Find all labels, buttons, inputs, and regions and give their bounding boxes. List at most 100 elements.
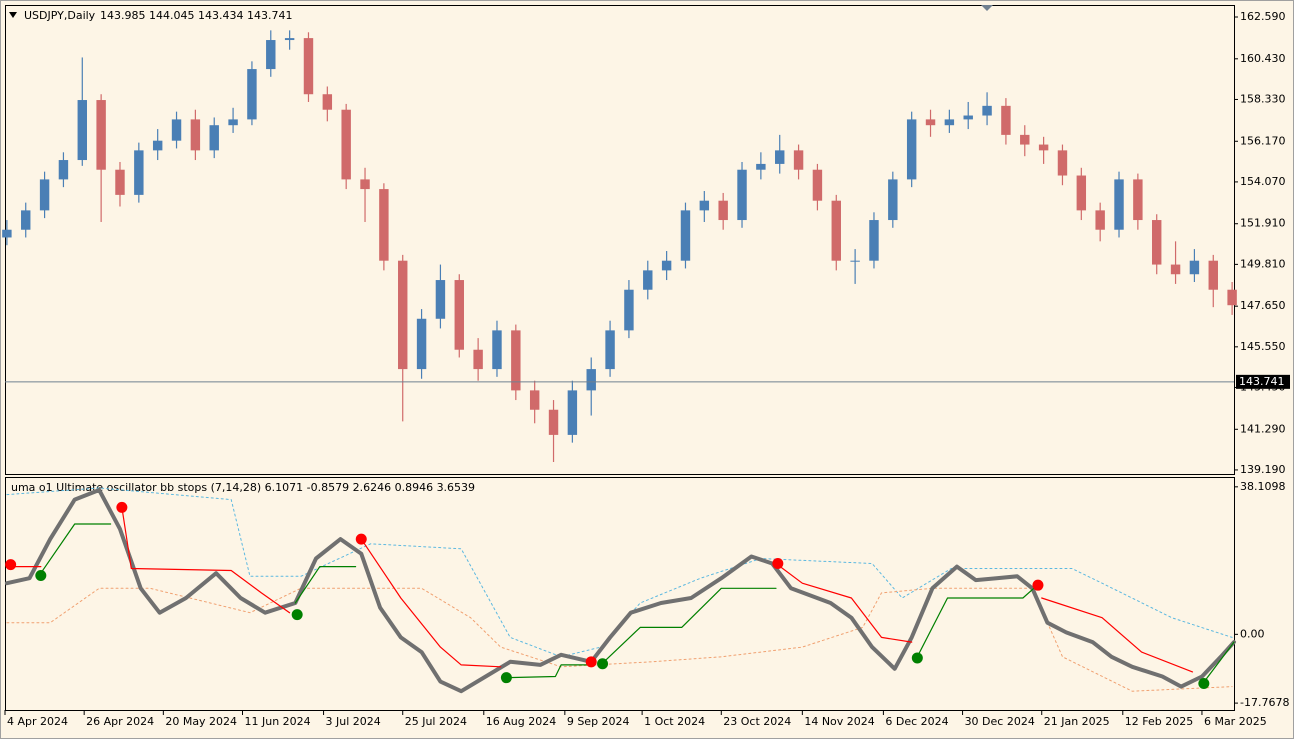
oscillator-line (600, 587, 777, 666)
candle-body (171, 119, 182, 141)
candle-body (228, 119, 238, 126)
candle-body (1114, 179, 1124, 230)
x-tick-label: 1 Oct 2024 (644, 715, 705, 728)
x-tick-label: 4 Apr 2024 (7, 715, 68, 728)
candle-body (1133, 179, 1143, 221)
candle-body (115, 169, 125, 195)
candle-body (888, 179, 898, 221)
signal-dot (1032, 579, 1044, 591)
oscillator-panel (5, 477, 1235, 711)
oscillator-line (1201, 641, 1235, 686)
x-tick-label: 14 Nov 2024 (804, 715, 874, 728)
candle-body (850, 260, 860, 262)
candle-body (1020, 134, 1030, 145)
candle-body (398, 260, 408, 370)
candle-body (1038, 144, 1049, 151)
candle-body (925, 119, 936, 126)
price-panel (5, 5, 1235, 475)
candle-body (322, 94, 333, 110)
y-tick-label: 151.910 (1240, 217, 1286, 230)
x-tick-label: 26 Apr 2024 (86, 715, 154, 728)
candle-body (529, 390, 540, 410)
candle-body (643, 270, 653, 290)
y-tick-label: 147.650 (1240, 299, 1286, 312)
candle-body (284, 38, 295, 41)
x-tick-label: 16 Aug 2024 (486, 715, 556, 728)
candle-body (548, 409, 559, 435)
x-tick-label: 25 Jul 2024 (405, 715, 467, 728)
y-tick-label: -17.7678 (1240, 696, 1289, 709)
candle-body (379, 189, 389, 261)
x-tick-label: 6 Dec 2024 (885, 715, 948, 728)
oscillator-line (916, 585, 1037, 658)
x-tick-label: 30 Dec 2024 (965, 715, 1035, 728)
candle-body (435, 280, 446, 319)
signal-dot (116, 501, 128, 513)
y-tick-label: 141.290 (1240, 422, 1286, 435)
candle-body (1170, 264, 1181, 275)
candle-body (416, 318, 427, 370)
candle-body (1001, 105, 1011, 135)
candle-body (96, 100, 106, 170)
candle-body (134, 150, 144, 195)
candle-body (963, 115, 973, 120)
x-tick-label: 9 Sep 2024 (567, 715, 630, 728)
candle-body (737, 169, 747, 221)
y-tick-label: 158.330 (1240, 92, 1286, 105)
oscillator-line (6, 487, 1233, 658)
candle-body (21, 210, 31, 230)
signal-dot (35, 570, 47, 582)
candle-body (775, 150, 785, 164)
candle-body (360, 179, 370, 190)
signal-dot (500, 672, 512, 684)
y-tick-label: 162.590 (1240, 10, 1286, 23)
candle-body (944, 119, 955, 126)
x-tick-label: 6 Mar 2025 (1204, 715, 1267, 728)
candle-body (699, 200, 710, 211)
last-price-label: 143.741 (1239, 375, 1285, 388)
y-tick-label: 160.430 (1240, 52, 1286, 65)
candle-body (303, 38, 314, 95)
candle-body (586, 369, 596, 391)
x-tick-label: 11 Jun 2024 (245, 715, 311, 728)
candle-body (1057, 150, 1068, 176)
candle-body (247, 69, 257, 120)
signal-dot (355, 533, 367, 545)
candle-body (756, 163, 766, 170)
x-tick-label: 21 Jan 2025 (1044, 715, 1110, 728)
candle-body (1208, 260, 1218, 290)
ohlc-text: 143.985 144.045 143.434 143.741 (100, 9, 292, 22)
candle-body (1189, 260, 1200, 275)
candle-body (906, 119, 917, 180)
candle-body (793, 150, 804, 170)
candle-body (605, 330, 615, 370)
signal-dot (5, 559, 17, 571)
candle-body (661, 260, 672, 271)
signal-dot (291, 609, 303, 621)
y-tick-label: 156.170 (1240, 134, 1286, 147)
signal-dot (585, 656, 597, 668)
candle-body (39, 179, 50, 211)
x-tick-label: 3 Jul 2024 (326, 715, 381, 728)
indicator-title: uma o1 Ultimate oscillator bb stops (7,1… (11, 481, 475, 494)
oscillator-line (121, 506, 291, 614)
candle-body (341, 109, 351, 180)
candle-body (209, 125, 219, 151)
y-tick-label: 0.00 (1240, 627, 1265, 640)
candle-body (454, 280, 464, 350)
signal-dot (911, 652, 923, 664)
oscillator-line (1041, 597, 1194, 673)
y-tick-label: 154.070 (1240, 175, 1286, 188)
x-tick-label: 12 Feb 2025 (1125, 715, 1193, 728)
candle-body (152, 140, 163, 151)
header-arrow (9, 12, 17, 18)
candle-body (680, 210, 691, 261)
y-tick-label: 149.810 (1240, 257, 1286, 270)
candle-body (511, 330, 521, 391)
shift-marker (981, 5, 993, 11)
oscillator-line (294, 566, 357, 604)
candle-body (1152, 220, 1162, 265)
candle-body (77, 100, 87, 161)
